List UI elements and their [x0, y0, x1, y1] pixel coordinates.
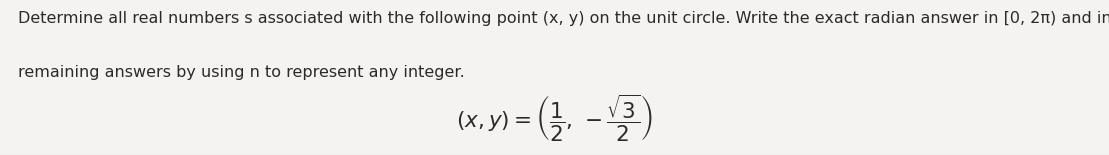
- Text: remaining answers by using n to represent any integer.: remaining answers by using n to represen…: [18, 65, 465, 80]
- Text: $(x, y) = \left(\dfrac{1}{2},\,-\dfrac{\sqrt{3}}{2}\right)$: $(x, y) = \left(\dfrac{1}{2},\,-\dfrac{\…: [456, 93, 653, 144]
- Text: Determine all real numbers s associated with the following point (x, y) on the u: Determine all real numbers s associated …: [18, 11, 1109, 26]
